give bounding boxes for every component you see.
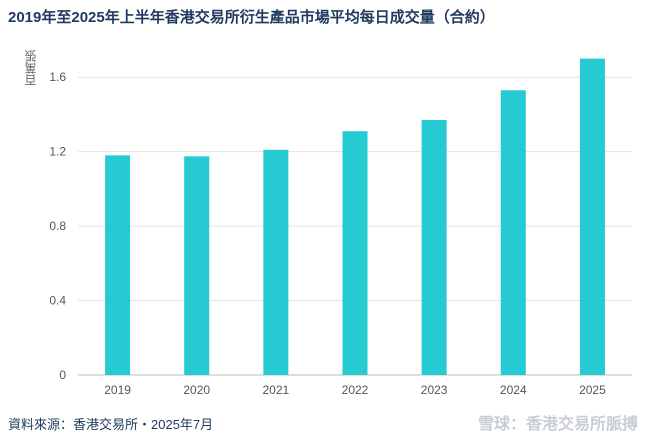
bar	[105, 155, 131, 375]
source-note: 資料來源：香港交易所・2025年7月	[8, 417, 214, 432]
x-tick-label: 2021	[263, 383, 290, 397]
x-tick-label: 2023	[421, 383, 448, 397]
x-tick-label: 2024	[500, 383, 527, 397]
y-tick-label: 1.2	[49, 145, 66, 159]
bar	[184, 156, 210, 375]
x-tick-label: 2022	[342, 383, 369, 397]
bar	[421, 120, 447, 376]
y-tick-label: 0.8	[49, 219, 66, 233]
x-tick-label: 2020	[183, 383, 210, 397]
y-tick-label: 0	[59, 368, 66, 382]
chart-title: 2019年至2025年上半年香港交易所衍生產品市場平均每日成交量（合約）	[8, 9, 495, 26]
x-tick-label: 2025	[579, 383, 606, 397]
y-tick-label: 0.4	[49, 294, 66, 308]
bar	[342, 131, 368, 375]
y-tick-label: 1.6	[49, 70, 66, 84]
bar	[263, 149, 289, 375]
x-tick-label: 2019	[104, 383, 131, 397]
bar	[579, 58, 605, 375]
watermark: 雪球：香港交易所脈搏	[477, 416, 638, 433]
bar	[500, 90, 526, 375]
